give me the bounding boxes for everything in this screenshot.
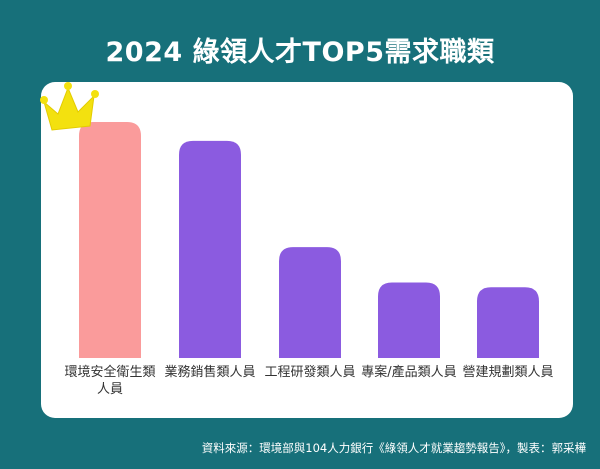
crown-icon	[40, 82, 99, 131]
category-label-5: 營建規劃類人員	[462, 365, 553, 380]
category-label-1: 環境安全衛生類	[64, 364, 155, 380]
bar-3	[279, 247, 341, 358]
bar-4	[378, 282, 440, 358]
category-label-1: 人員	[97, 382, 123, 397]
source-note: 資料來源：環境部與104人力銀行《綠領人才就業趨勢報告》，製表：郭采樺	[201, 441, 586, 455]
bar-2	[179, 140, 241, 358]
category-label-2: 業務銷售類人員	[164, 364, 255, 380]
bar-5	[477, 287, 539, 358]
bar-1	[79, 122, 141, 358]
category-label-3: 工程研發類人員	[264, 365, 355, 380]
category-label-4: 專案/產品類人員	[361, 364, 456, 380]
chart-title: 2024 綠領人才TOP5需求職類	[105, 37, 495, 68]
